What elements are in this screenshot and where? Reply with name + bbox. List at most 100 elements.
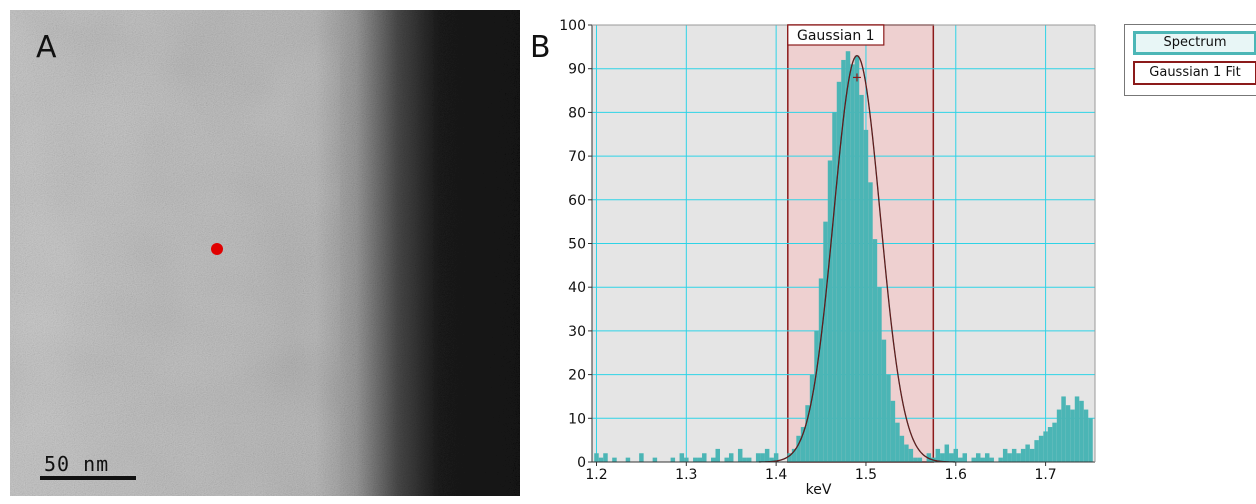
spectrum-bar	[773, 453, 779, 462]
spectrum-bar	[1088, 418, 1093, 462]
x-axis-label: keV	[806, 482, 832, 498]
y-tick-label: 40	[568, 280, 586, 296]
spectrum-bar	[603, 453, 608, 462]
spectrum-bar	[728, 453, 734, 462]
spectrum-bar	[612, 457, 617, 462]
spectrum-bar	[1070, 409, 1075, 462]
spectrum-bar	[823, 221, 828, 462]
y-tick-label: 60	[568, 193, 586, 209]
spectrum-bar	[872, 239, 878, 462]
spectrum-bar	[949, 453, 954, 462]
spectrum-bar	[868, 182, 873, 462]
spectrum-bar	[724, 457, 729, 462]
spectrum-bar	[1043, 431, 1048, 462]
spectrum-bar	[975, 453, 981, 462]
spectrum-bar	[859, 94, 864, 463]
spectrum-bar	[1065, 405, 1071, 462]
spectrum-bar	[908, 448, 914, 462]
spectrum-bar	[971, 457, 976, 462]
x-tick-label: 1.4	[765, 467, 787, 483]
x-tick-label: 1.5	[855, 467, 877, 483]
spectrum-bar	[913, 457, 918, 462]
gaussian-fit-curve-overlay	[758, 55, 956, 463]
spectrum-bar	[805, 405, 810, 462]
spectrum-bar	[1016, 453, 1021, 462]
spectrum-bar	[904, 444, 909, 462]
spectrum-bar	[697, 457, 703, 462]
spectrum-bar	[962, 453, 968, 462]
spectrum-bar	[935, 448, 941, 462]
spectrum-bar	[984, 453, 990, 462]
fit-region-label-box	[787, 24, 885, 46]
spectrum-bar	[814, 330, 819, 462]
spectrum-bar	[1074, 396, 1080, 462]
stem-micrograph	[10, 10, 520, 496]
y-tick-label: 50	[568, 237, 586, 253]
spectrum-bar	[1061, 396, 1066, 462]
spectrum-bar	[800, 427, 806, 462]
spectrum-bar	[715, 448, 720, 462]
spectrum-bar	[1047, 427, 1053, 462]
spectrum-bar	[854, 55, 860, 463]
spectrum-bar	[863, 129, 869, 462]
probe-position-marker	[211, 243, 223, 255]
spectrum-bar	[760, 453, 765, 462]
spectrum-bar	[926, 453, 932, 462]
spectrum-bar	[742, 457, 747, 462]
spectrum-bar	[679, 453, 685, 462]
y-tick-label: 80	[568, 105, 586, 121]
spectrum-bar	[1034, 440, 1039, 462]
spectrum-bar	[917, 457, 923, 462]
spectrum-bar	[953, 448, 959, 462]
spectrum-bar	[625, 457, 631, 462]
y-tick-label: 70	[568, 149, 586, 165]
spectrum-bar	[1083, 409, 1089, 462]
legend-item-spectrum[interactable]: Spectrum	[1133, 31, 1256, 55]
spectrum-bar	[895, 422, 900, 462]
spectrum-bar	[791, 448, 797, 462]
spectrum-bar	[1056, 409, 1062, 462]
spectrum-bar	[1079, 400, 1084, 462]
spectrum-bar	[881, 339, 887, 462]
spectrum-bar	[890, 400, 896, 462]
spectrum-bar	[899, 435, 905, 462]
y-tick-label: 30	[568, 324, 586, 340]
spectrum-bar	[670, 457, 676, 462]
spectrum-bar	[639, 453, 644, 462]
micrograph-contrast	[10, 10, 340, 496]
spectrum-bar	[1029, 448, 1035, 462]
legend-item-gaussian-fit[interactable]: Gaussian 1 Fit	[1133, 61, 1256, 85]
spectrum-bar	[652, 457, 658, 462]
panel-b-label: B	[530, 30, 551, 65]
y-tick-label: 20	[568, 368, 586, 384]
spectrum-bar	[841, 59, 846, 463]
y-tick-label: 100	[559, 18, 586, 34]
spectrum-bar	[958, 457, 963, 462]
spectrum-bar	[818, 278, 824, 462]
spectrum-bar	[746, 457, 752, 462]
spectrum-bar	[787, 453, 792, 462]
scalebar-label: 50 nm	[44, 452, 110, 476]
spectrum-bar	[836, 81, 842, 462]
spectrum-bar	[845, 51, 851, 462]
spectrum-bar	[702, 453, 707, 462]
scalebar-line	[40, 476, 136, 480]
spectrum-bar	[1002, 448, 1008, 462]
spectrum-bar	[796, 435, 801, 462]
spectrum-bar	[755, 453, 761, 462]
spectrum-bar	[769, 457, 774, 462]
spectrum-bar	[877, 287, 882, 462]
chart-legend: Spectrum Gaussian 1 Fit	[1124, 24, 1256, 96]
spectrum-bar	[1011, 448, 1017, 462]
spectrum-bar	[809, 374, 815, 462]
spectrum-bar	[998, 457, 1003, 462]
spectrum-bar	[711, 457, 716, 462]
spectrum-bar	[944, 444, 950, 462]
eds-spectrum-chart: 0 10 20 30 40 50 60 70 80 90 100 1.2 1.3 1.4 1.5 1.6 1.7…	[559, 18, 1096, 498]
x-tick-label: 1.6	[945, 467, 967, 483]
y-tick-label: 0	[577, 455, 586, 471]
spectrum-bar	[764, 448, 770, 462]
spectrum-bar	[832, 112, 837, 463]
spectrum-bar	[1052, 422, 1057, 462]
spectrum-bar	[1025, 444, 1030, 462]
